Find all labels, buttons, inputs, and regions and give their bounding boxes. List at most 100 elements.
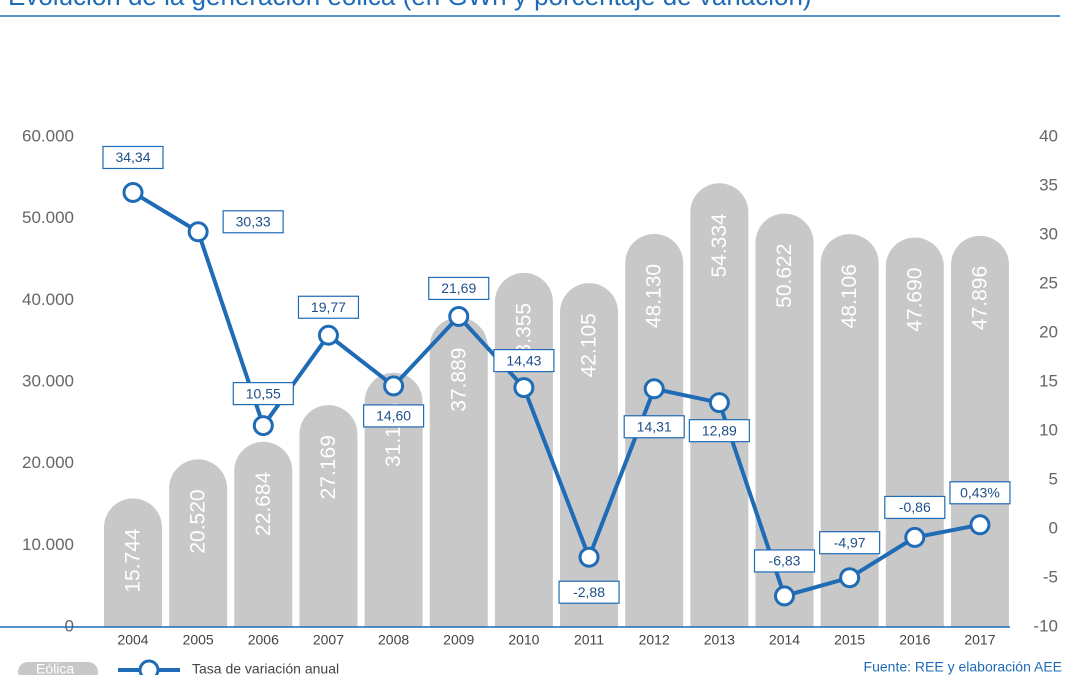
rate-label-box <box>949 481 1011 505</box>
x-tick-label: 2007 <box>313 632 344 648</box>
y-tick-label: 50.000 <box>22 208 74 227</box>
bar-value-label: 48.130 <box>643 264 666 328</box>
bar-value-label: 27.169 <box>317 435 340 499</box>
rate-label-box <box>222 210 284 234</box>
x-tick-label: 2017 <box>964 632 995 648</box>
rate-label: 21,69 <box>441 280 476 296</box>
y-tick-label: 60.000 <box>22 126 74 145</box>
x-tick-label: 2004 <box>117 632 148 648</box>
rate-label: 14,31 <box>637 418 672 434</box>
y2-tick-label: 10 <box>1039 420 1058 439</box>
rate-marker <box>774 585 795 607</box>
bar-value-label: 47.896 <box>968 266 991 330</box>
y2-tick-label: 30 <box>1039 224 1058 243</box>
rate-label: -2,88 <box>573 584 605 600</box>
rate-label: 14,43 <box>506 352 541 368</box>
source: Fuente: REE y elaboración AEE <box>864 659 1062 675</box>
y2-tick-label: -5 <box>1043 567 1058 586</box>
bar <box>234 441 293 627</box>
x-tick-label: 2016 <box>899 632 930 648</box>
y2-tick-label: 40 <box>1039 126 1058 145</box>
x-tick-label: 2009 <box>443 632 474 648</box>
rate-label: 0,43% <box>960 484 1000 500</box>
x-tick-label: 2005 <box>183 632 214 648</box>
rate-marker <box>578 546 600 568</box>
y-tick-label: 10.000 <box>22 535 74 554</box>
rate-label: 12,89 <box>702 422 737 438</box>
bar <box>299 405 358 627</box>
rate-label-box <box>558 580 620 604</box>
bar-value-label: 37.889 <box>447 348 470 412</box>
x-tick-label: 2008 <box>378 632 409 648</box>
y2-tick-label: 35 <box>1039 175 1058 194</box>
y-tick-label: 20.000 <box>22 453 74 472</box>
y2-tick-label: 15 <box>1039 371 1058 390</box>
rate-marker <box>708 392 730 414</box>
rate-marker <box>513 377 535 399</box>
bar <box>560 283 619 627</box>
rate-marker <box>448 305 470 327</box>
bar-value-label: 48.106 <box>838 264 861 328</box>
x-tick-label: 2015 <box>834 632 865 648</box>
bar <box>820 234 879 627</box>
rate-label: -4,97 <box>834 534 866 550</box>
rate-label-box <box>428 276 490 301</box>
bar-value-label: 42.105 <box>578 313 601 377</box>
x-tick-label: 2013 <box>704 632 735 648</box>
x-tick-label: 2006 <box>248 632 279 648</box>
rate-label-box <box>884 495 946 520</box>
bar-value-label: 47.690 <box>903 268 926 332</box>
y2-tick-label: 0 <box>1049 518 1058 537</box>
rate-label: 10,55 <box>246 385 281 401</box>
rate-marker <box>317 324 339 346</box>
rate-label: 30,33 <box>236 213 271 229</box>
y2-tick-label: -10 <box>1033 616 1058 635</box>
rate-label-box <box>623 415 685 439</box>
legend-bar-label: Eólica <box>36 661 74 675</box>
rate-label-box <box>819 531 881 555</box>
rate-marker <box>187 221 209 243</box>
rate-label: -6,83 <box>769 553 801 569</box>
rate-marker <box>122 181 144 203</box>
rate-marker <box>383 375 405 397</box>
rate-marker <box>643 378 665 400</box>
rate-label-box <box>493 348 555 373</box>
bar-value-label: 54.334 <box>708 213 731 278</box>
bar <box>885 237 944 627</box>
x-tick-label: 2012 <box>639 632 670 648</box>
legend-bar-swatch <box>18 662 98 675</box>
y2-tick-label: 25 <box>1039 273 1058 292</box>
bar-value-label: 22.684 <box>252 471 275 536</box>
rate-label: -0,86 <box>899 499 931 515</box>
rate-marker <box>252 415 274 437</box>
y2-tick-label: 5 <box>1049 469 1058 488</box>
y-tick-label: 0 <box>65 616 74 635</box>
rate-label-box <box>363 404 425 428</box>
rate-label-box <box>688 419 750 443</box>
rate-marker <box>839 567 861 589</box>
rate-label: 19,77 <box>311 299 346 315</box>
x-tick-label: 2010 <box>508 632 539 648</box>
rate-label-box <box>297 295 360 319</box>
bar <box>364 372 423 627</box>
bar-value-label: 20.520 <box>187 489 210 553</box>
legend-line-marker <box>138 659 160 675</box>
rate-line <box>131 190 981 599</box>
y-tick-label: 30.000 <box>22 371 74 390</box>
x-tick-label: 2014 <box>769 632 800 648</box>
rate-marker <box>904 526 926 548</box>
y2-tick-label: 20 <box>1039 322 1058 341</box>
rate-label-box <box>753 549 816 573</box>
rate-label-box <box>232 382 294 406</box>
bar <box>169 459 228 627</box>
chart-title: Evolución de la generación eólica (en GW… <box>8 0 812 11</box>
x-tick-label: 2011 <box>574 632 604 648</box>
bar-value-label: 50.622 <box>773 244 796 308</box>
bar <box>104 498 162 627</box>
rate-marker <box>969 514 991 536</box>
bar-value-label: 15.744 <box>122 528 145 593</box>
rate-label: 14,60 <box>376 408 411 424</box>
bar <box>429 317 488 627</box>
